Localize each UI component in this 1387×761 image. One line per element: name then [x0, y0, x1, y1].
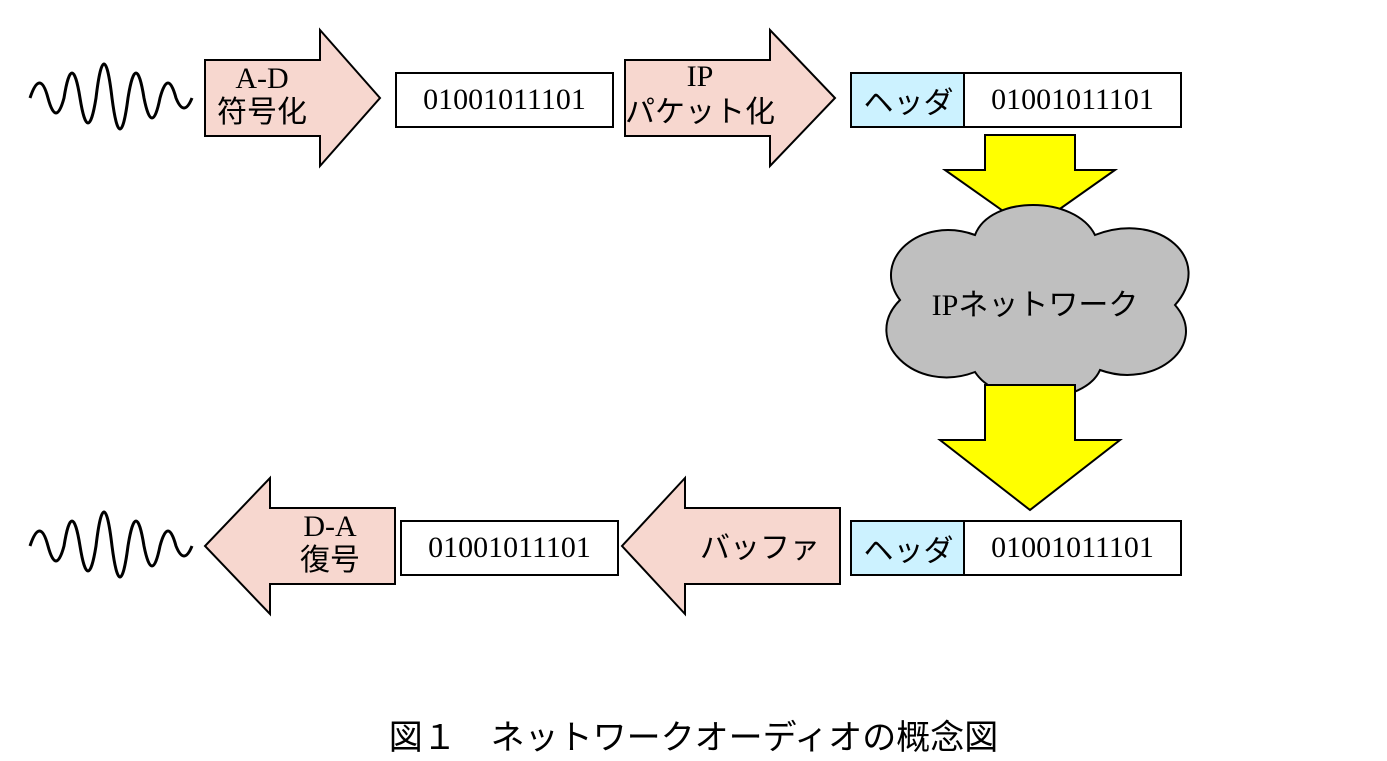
da-arrow-line1: D-A [303, 510, 357, 543]
ad-arrow-line1: A-D [235, 62, 288, 95]
buffer-arrow: バッファ [622, 478, 840, 614]
figure-caption: 図１ ネットワークオーディオの概念図 [0, 710, 1387, 759]
header-box-bottom: ヘッダ [850, 520, 967, 576]
cloud-label: IPネットワーク [932, 289, 1139, 322]
ip-arrow: IP パケット化 [625, 30, 835, 166]
header-box-top: ヘッダ [850, 72, 967, 128]
bits-box-top: 01001011101 [395, 72, 614, 128]
ad-arrow: A-D 符号化 [205, 30, 380, 166]
ad-arrow-line2: 符号化 [217, 96, 307, 129]
bits-box-bottom: 01001011101 [400, 520, 619, 576]
da-arrow-line2: 復号 [300, 544, 360, 577]
wave-bottom-icon [30, 512, 192, 577]
bits-box-bottom2: 01001011101 [963, 520, 1182, 576]
cloud-icon: IPネットワーク [886, 205, 1188, 398]
ip-arrow-line2: パケット化 [625, 96, 775, 129]
wave-top-icon [30, 64, 192, 129]
da-arrow: D-A 復号 [205, 478, 395, 614]
buffer-arrow-label: バッファ [700, 532, 820, 565]
bits-box-top2: 01001011101 [963, 72, 1182, 128]
yellow-arrow-bottom-icon [940, 385, 1120, 510]
ip-arrow-line1: IP [687, 60, 714, 93]
